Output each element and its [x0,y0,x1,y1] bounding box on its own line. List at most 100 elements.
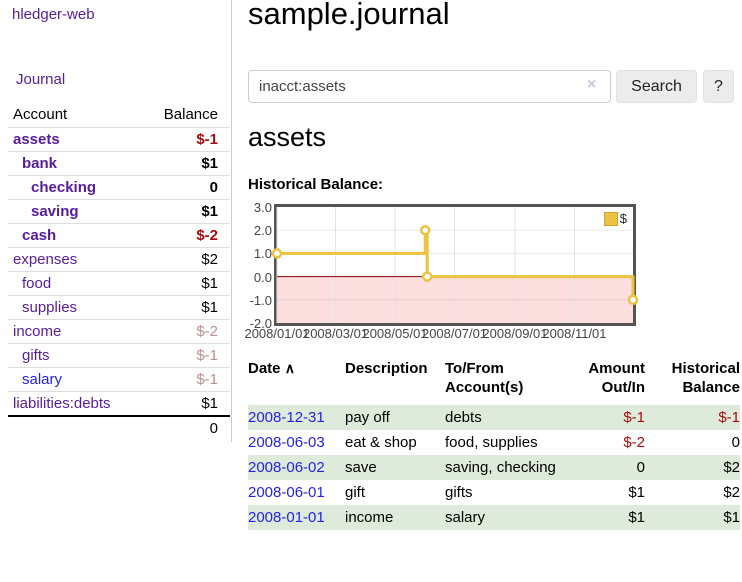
account-row: saving $1 [8,199,230,223]
account-link[interactable]: assets [13,131,60,148]
account-row: checking 0 [8,175,230,199]
register-date-cell: 2008-06-02 [248,455,345,480]
register-amount-cell: 0 [636,459,645,476]
x-tick-label: 2008/09/01 [482,326,548,341]
account-row: supplies $1 [8,295,230,319]
register-date-cell: 2008-12-31 [248,405,345,430]
accounts-table-header: Account Balance [8,103,230,127]
transaction-date-link[interactable]: 2008-01-01 [248,509,325,526]
accounts-table: Account Balance assets $-1 bank $1 checking 0… [8,103,230,440]
y-tick-label: 3.0 [253,200,272,215]
account-balance: $-2 [196,227,218,244]
x-tick-label: 2008/03/01 [302,326,369,341]
register-header-balance: Historical Balance [671,360,740,396]
balance-chart: $ [271,204,639,326]
account-link[interactable]: gifts [22,347,50,364]
balance-column-header: Balance [163,106,218,123]
account-balance: $1 [201,203,218,220]
x-tick-label: 2008/11/01 [542,326,607,341]
accounts-total-row: 0 [8,415,230,440]
chart-legend: $ [602,211,628,226]
register-description-cell: eat & shop [345,434,417,451]
account-link[interactable]: supplies [22,299,78,316]
register-amount-cell: $-1 [623,409,645,426]
register-header-row: Date ∧ Description To/From Account(s) Am… [248,357,740,405]
data-point-marker [627,294,639,306]
register-description-cell: income [345,509,394,526]
account-balance: $-1 [196,347,218,364]
register-accounts-cell: food, supplies [445,434,538,451]
register-date-cell: 2008-01-01 [248,505,345,530]
sidebar: hledger-web Journal Account Balance asse… [0,0,232,442]
register-balance-cell: $2 [723,459,740,476]
register-row: 2008-12-31 pay off debts $-1 $-1 [248,405,740,430]
x-tick-label: 2008/07/01 [421,326,488,341]
register-description-cell: save [345,459,377,476]
data-point-marker [421,271,433,282]
account-link[interactable]: liabilities:debts [13,395,111,412]
account-link[interactable]: income [13,323,62,340]
account-balance: 0 [209,179,218,196]
transaction-date-link[interactable]: 2008-12-31 [248,409,325,426]
account-link[interactable]: cash [22,227,57,244]
x-tick-label: 2008/01/01 [244,326,310,341]
account-row: salary $-1 [8,367,230,391]
data-point-marker [420,224,431,236]
legend-swatch-icon [603,211,618,226]
account-balance: $1 [201,299,218,316]
chart-x-axis: 2008/01/01 2008/03/01 2008/05/01 2008/07/01… [244,326,633,342]
account-row: expenses $2 [8,247,230,271]
account-link[interactable]: salary [22,371,63,388]
register-row: 2008-06-02 save saving, checking 0 $2 [248,455,740,480]
register-balance-cell: $2 [723,484,740,501]
register-accounts-cell: gifts [445,484,473,501]
register-amount-cell: $1 [628,509,645,526]
register-row: 2008-01-01 income salary $1 $1 [248,505,740,530]
register-balance-cell: 0 [731,434,740,451]
page-title: sample.journal [248,0,450,31]
sidebar-item-journal[interactable]: Journal [16,71,66,88]
account-link[interactable]: bank [22,155,58,172]
search-button[interactable]: Search [616,70,697,103]
register-row: 2008-06-03 eat & shop food, supplies $-2 0 [248,430,740,455]
register-balance-cell: $-1 [718,409,740,426]
register-header-date: Date ∧ [248,360,295,377]
register-description-cell: gift [345,484,366,501]
register-description-cell: pay off [345,409,390,426]
search-form: × Search ? [248,70,742,104]
transaction-date-link[interactable]: 2008-06-03 [248,434,325,451]
register-row: 2008-06-01 gift gifts $1 $2 [248,480,740,505]
account-column-header: Account [13,106,68,123]
data-point-marker [271,248,283,259]
register-accounts-cell: salary [445,509,486,526]
account-balance: $-1 [196,131,218,148]
x-tick-label: 2008/05/01 [362,326,428,341]
register-table: Date ∧ Description To/From Account(s) Am… [248,357,740,530]
account-link[interactable]: expenses [13,251,78,268]
register-header-description: Description [345,360,428,377]
y-tick-label: 2.0 [253,223,272,239]
account-balance: $-1 [196,371,218,388]
register-header-amount: Amount Out/In [588,360,645,396]
register-balance-cell: $1 [723,509,740,526]
sort-ascending-icon: ∧ [284,360,295,376]
help-button[interactable]: ? [703,70,734,103]
search-input[interactable] [248,70,611,103]
account-link[interactable]: checking [31,179,97,196]
account-link[interactable]: saving [31,203,79,220]
account-balance: $1 [201,155,218,172]
legend-label: $ [619,211,627,226]
account-row: cash $-2 [8,223,230,247]
account-balance: $2 [201,251,218,268]
chart-y-axis: 3.0 2.0 1.0 0.0 -1.0 -2.0 [238,200,272,331]
transaction-date-link[interactable]: 2008-06-02 [248,459,325,476]
register-rows: 2008-12-31 pay off debts $-1 $-1 2008-06-03 ea… [248,405,740,530]
register-amount-cell: $-2 [623,434,645,451]
clear-search-icon[interactable]: × [587,76,597,93]
chart-title-label: Historical Balance: [248,176,384,193]
transaction-date-link[interactable]: 2008-06-01 [248,484,325,501]
account-link[interactable]: food [22,275,52,292]
account-balance: $-2 [196,323,218,340]
account-row: gifts $-1 [8,343,230,367]
brand-link[interactable]: hledger-web [12,6,95,23]
